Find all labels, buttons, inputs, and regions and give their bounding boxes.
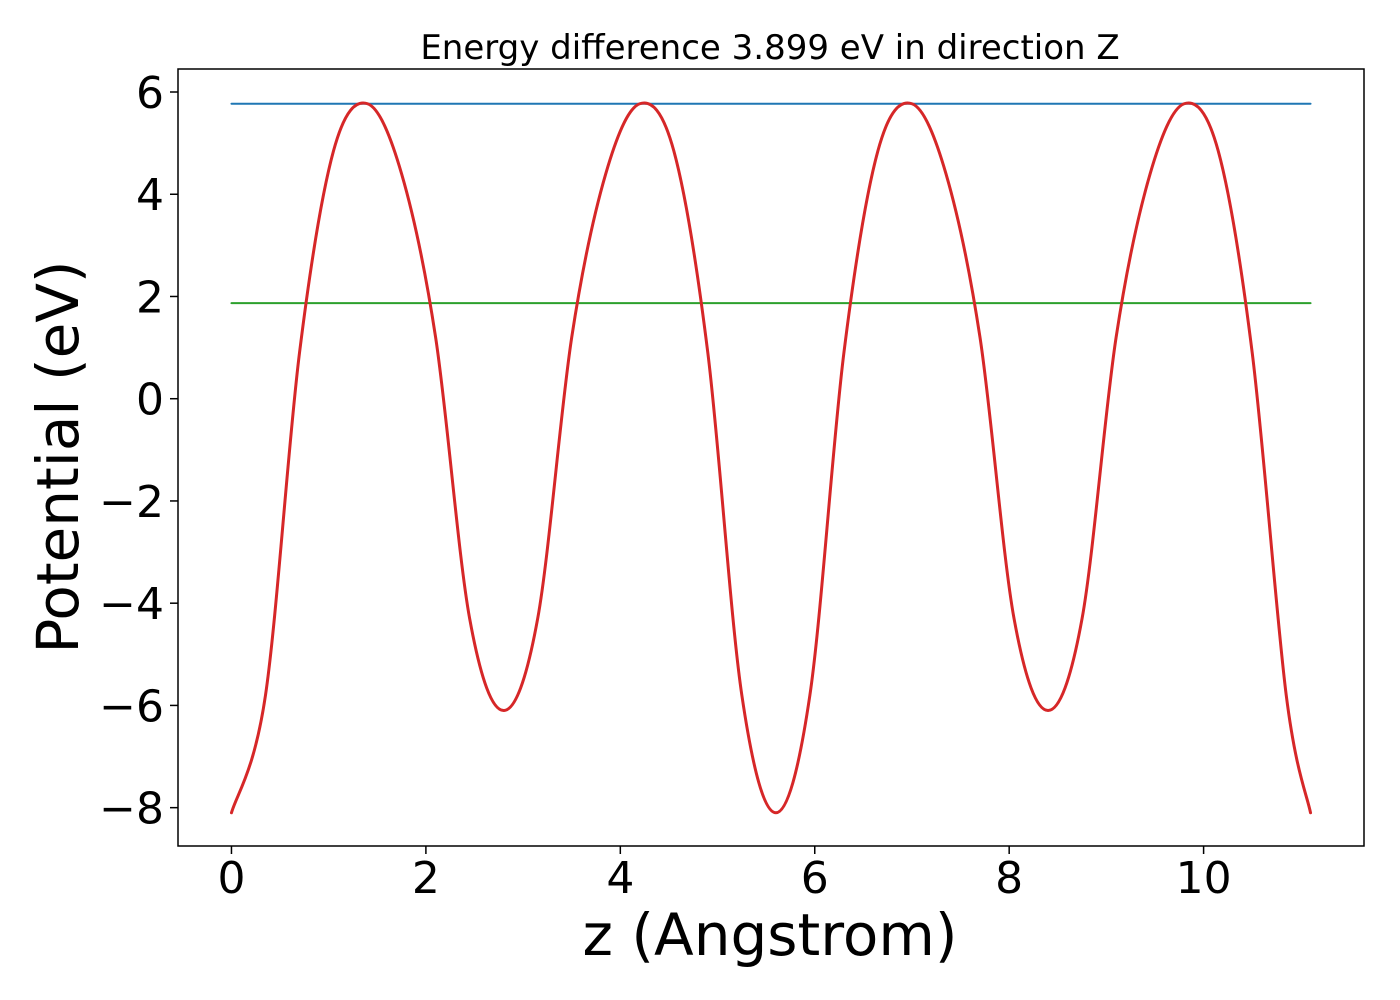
plot-frame bbox=[177, 68, 1365, 847]
x-axis-label: z (Angstrom) bbox=[583, 901, 958, 969]
x-axis: 0 2 4 6 8 10 bbox=[217, 846, 1232, 904]
y-tick-label: −4 bbox=[99, 579, 164, 630]
y-tick-label: 2 bbox=[136, 272, 164, 323]
x-tick-label: 0 bbox=[217, 853, 245, 904]
series-layer bbox=[229, 101, 1313, 815]
y-tick-label: 4 bbox=[136, 170, 164, 221]
potential-curve bbox=[229, 101, 1313, 815]
y-axis-label: Potential (eV) bbox=[24, 260, 92, 653]
y-tick-label: −2 bbox=[99, 477, 164, 528]
x-tick-label: 6 bbox=[801, 853, 829, 904]
y-tick-label: 6 bbox=[136, 68, 164, 119]
y-tick-label: −8 bbox=[99, 784, 164, 835]
y-axis: 6 4 2 0 −2 −4 −6 −8 bbox=[99, 68, 178, 835]
x-tick-label: 10 bbox=[1176, 853, 1232, 904]
chart-title: Energy difference 3.899 eV in direction … bbox=[420, 28, 1119, 68]
x-tick-label: 2 bbox=[412, 853, 440, 904]
x-tick-label: 8 bbox=[995, 853, 1023, 904]
x-tick-label: 4 bbox=[606, 853, 634, 904]
y-tick-label: 0 bbox=[136, 375, 164, 426]
y-tick-label: −6 bbox=[99, 681, 164, 732]
